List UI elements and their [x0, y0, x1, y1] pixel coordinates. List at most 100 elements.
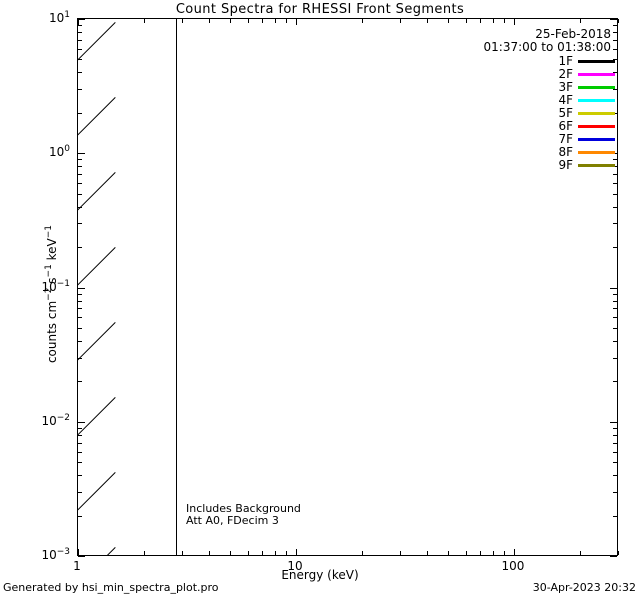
y-tick-minor	[78, 293, 82, 295]
y-tick-minor	[613, 72, 617, 74]
y-tick-minor	[613, 247, 617, 249]
y-tick-major	[78, 153, 85, 155]
y-tick-minor	[78, 357, 82, 359]
x-tick-minor	[247, 19, 249, 23]
y-tick-minor	[613, 39, 617, 41]
y-tick-minor	[78, 515, 82, 517]
legend-item-4f[interactable]: 4F	[400, 94, 615, 107]
legend-item-6f[interactable]: 6F	[400, 120, 615, 133]
y-tick-minor	[78, 112, 82, 114]
y-tick-minor	[613, 451, 617, 453]
y-tick-minor	[613, 159, 617, 161]
x-tick-minor	[230, 19, 232, 23]
legend-item-7f[interactable]: 7F	[400, 133, 615, 146]
x-tick-minor	[143, 551, 145, 555]
legend-item-label: 3F	[558, 80, 573, 94]
y-tick-label: 10−1	[41, 278, 70, 294]
x-tick-label: 100	[501, 559, 525, 573]
y-tick-minor	[613, 25, 617, 27]
hatch-line	[78, 172, 116, 470]
y-tick-minor	[78, 317, 82, 319]
plot-annotations: Includes Background Att A0, FDecim 3	[186, 503, 301, 527]
y-tick-minor	[78, 25, 82, 27]
plot-area	[78, 19, 617, 555]
x-tick-minor	[262, 19, 264, 23]
y-tick-minor	[78, 72, 82, 74]
annotation-attenuator-state: Att A0, FDecim 3	[186, 514, 279, 527]
x-tick-minor	[480, 551, 482, 555]
hatch-line	[78, 22, 116, 320]
legend-items: 1F 2F 3F 4F 5F 6F 7F 8F 9F	[400, 55, 615, 172]
y-tick-minor	[78, 427, 82, 429]
legend-item-label: 7F	[558, 132, 573, 146]
legend-item-swatch	[578, 60, 615, 63]
y-tick-minor	[613, 48, 617, 50]
x-tick-minor	[579, 19, 581, 23]
annotation-includes-background: Includes Background	[186, 502, 301, 515]
x-tick-label: 1	[73, 559, 81, 573]
x-tick-major	[513, 19, 515, 25]
x-tick-minor	[400, 19, 401, 23]
legend-item-label: 9F	[558, 158, 573, 172]
y-tick-label: 101	[48, 10, 70, 26]
x-tick-minor	[361, 19, 363, 23]
y-tick-minor	[613, 327, 617, 329]
y-tick-minor	[78, 206, 82, 208]
y-tick-major	[78, 19, 85, 20]
y-tick-minor	[78, 340, 82, 342]
legend-item-9f[interactable]: 9F	[400, 159, 615, 172]
x-tick-minor	[361, 551, 363, 555]
y-tick-minor	[78, 223, 82, 225]
y-tick-minor	[613, 166, 617, 168]
x-tick-minor	[492, 551, 494, 555]
y-tick-major	[610, 287, 617, 289]
y-tick-minor	[613, 193, 617, 195]
plot-frame	[77, 18, 619, 557]
legend-item-swatch	[578, 151, 615, 154]
x-tick-minor	[274, 19, 276, 23]
legend-item-swatch	[578, 125, 615, 128]
y-tick-minor	[78, 475, 82, 477]
legend-item-3f[interactable]: 3F	[400, 81, 615, 94]
x-tick-minor	[579, 551, 581, 555]
x-tick-minor	[230, 551, 232, 555]
x-tick-major	[513, 549, 515, 555]
legend-item-2f[interactable]: 2F	[400, 68, 615, 81]
x-tick-major	[78, 19, 79, 25]
hatch-line	[78, 19, 116, 170]
legend-item-1f[interactable]: 1F	[400, 55, 615, 68]
x-tick-minor	[618, 551, 619, 555]
y-tick-minor	[613, 59, 617, 61]
x-tick-minor	[465, 19, 467, 23]
x-tick-major	[295, 19, 297, 25]
y-tick-minor	[613, 357, 617, 359]
x-tick-major	[78, 549, 79, 555]
x-tick-minor	[182, 19, 183, 23]
y-tick-minor	[613, 381, 617, 383]
legend-item-8f[interactable]: 8F	[400, 146, 615, 159]
x-tick-minor	[286, 551, 288, 555]
x-tick-minor	[504, 19, 505, 23]
legend: 25-Feb-2018 01:37:00 to 01:38:00 1F 2F 3F 4…	[400, 28, 615, 172]
x-tick-minor	[618, 19, 619, 23]
chart-title: Count Spectra for RHESSI Front Segments	[175, 2, 465, 17]
y-tick-minor	[613, 491, 617, 493]
y-tick-minor	[78, 434, 82, 436]
x-tick-minor	[400, 551, 401, 555]
y-tick-minor	[78, 462, 82, 464]
x-tick-minor	[480, 19, 482, 23]
hatch-line	[78, 547, 116, 555]
x-tick-minor	[143, 19, 145, 23]
y-tick-minor	[613, 340, 617, 342]
y-axis-title: counts cm−2 s−1 keV−1	[44, 224, 59, 364]
y-tick-minor	[78, 48, 82, 50]
legend-item-5f[interactable]: 5F	[400, 107, 615, 120]
x-tick-minor	[492, 19, 494, 23]
legend-time-range: 01:37:00 to 01:38:00	[483, 40, 611, 54]
y-tick-minor	[78, 39, 82, 41]
x-tick-minor	[262, 551, 264, 555]
legend-item-swatch	[578, 164, 615, 167]
y-tick-minor	[78, 247, 82, 249]
x-tick-minor	[182, 551, 183, 555]
